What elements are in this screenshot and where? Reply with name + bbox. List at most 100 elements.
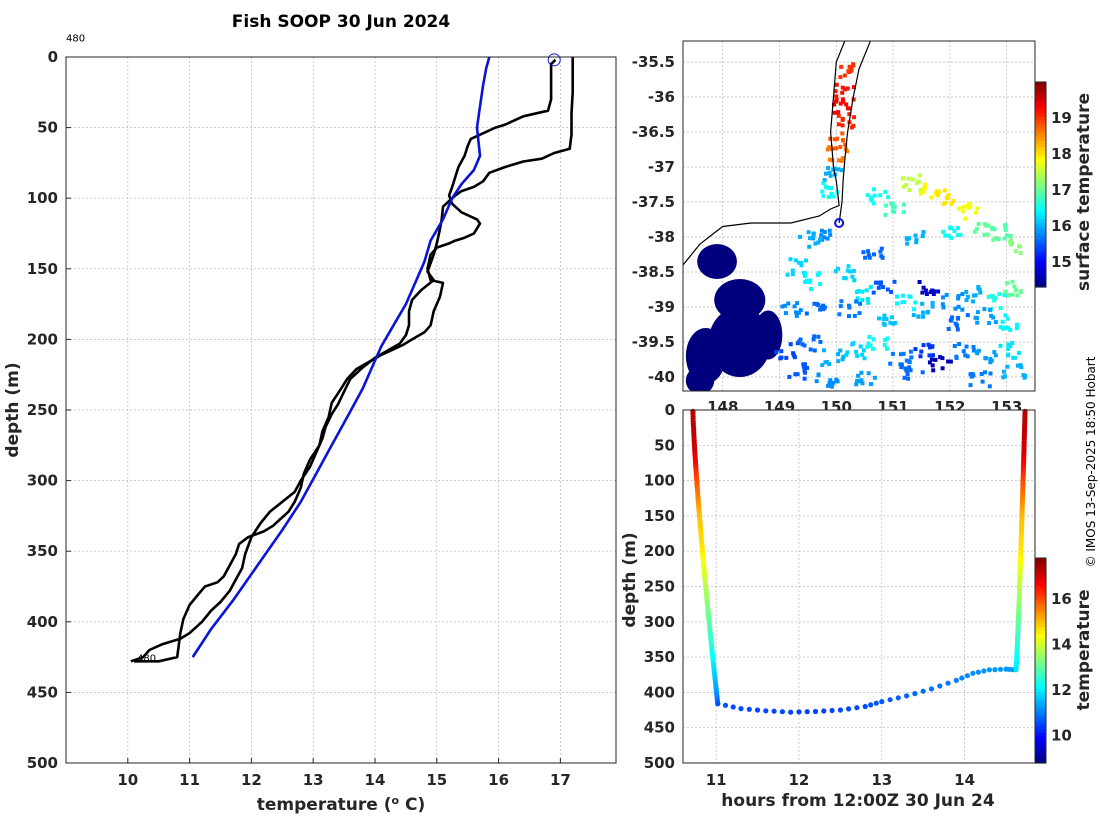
profile-y-tick-label: 200 xyxy=(27,330,58,348)
map-sst-pixel xyxy=(788,342,793,347)
map-sst-pixel xyxy=(976,285,981,289)
map-sst-pixel xyxy=(998,343,1003,348)
colorbar-segment xyxy=(1035,102,1046,107)
map-sst-pixel xyxy=(990,225,995,230)
colorbar-segment xyxy=(1035,633,1046,638)
map-sst-pixels xyxy=(774,62,1027,389)
map-sst-pixel xyxy=(829,191,834,196)
colorbar-segment xyxy=(1035,670,1046,675)
map-sst-pixel xyxy=(956,294,961,299)
map-sst-pixel xyxy=(946,233,951,238)
section-x-label: hours from 12:00Z 30 Jun 24 xyxy=(721,791,995,811)
map-sst-pixel xyxy=(807,244,812,249)
map-sst-pixel xyxy=(816,303,821,308)
colorbar-segment xyxy=(1035,704,1046,709)
map-sst-pixel xyxy=(808,278,813,283)
profile-x-tick-label: 17 xyxy=(550,771,571,789)
map-sst-pixel xyxy=(929,357,934,362)
map-sst-pixel xyxy=(917,280,922,284)
map-sst-pixel xyxy=(851,341,856,346)
section-y-tick-label: 300 xyxy=(644,613,675,631)
map-sst-pixel xyxy=(836,110,841,115)
map-sst-pixel xyxy=(843,142,848,147)
map-sst-pixel xyxy=(983,222,987,227)
map-sst-pixel xyxy=(971,348,976,353)
map-sst-pixel xyxy=(836,167,841,172)
section-point xyxy=(981,668,987,674)
colorbar-segment xyxy=(1035,92,1046,97)
section-point xyxy=(771,708,777,714)
map-sst-pixel xyxy=(860,289,865,294)
map-sst-pixel xyxy=(826,166,831,170)
map-sst-pixel xyxy=(976,222,981,226)
map-sst-pixel xyxy=(862,356,867,361)
map-sst-pixel xyxy=(889,290,894,294)
map-sst-pixel xyxy=(943,233,948,238)
map-sst-pixel xyxy=(823,184,828,189)
colorbar-segment xyxy=(1035,592,1046,597)
map-sst-pixel xyxy=(975,320,980,325)
map-sst-pixel xyxy=(819,228,824,233)
map-sst-pixel xyxy=(820,363,825,367)
map-sst-pixel xyxy=(955,327,960,332)
colorbar-segment xyxy=(1035,181,1046,186)
map-sst-pixel xyxy=(929,195,934,200)
map-sst-pixel xyxy=(825,236,830,241)
colorbar-segment xyxy=(1035,109,1046,114)
map-sst-pixel xyxy=(821,348,826,353)
map-sst-pixel xyxy=(801,364,806,369)
map-sst-pixel xyxy=(963,353,968,358)
map-sst-pixel xyxy=(948,359,953,364)
map-sst-pixel xyxy=(858,344,863,349)
map-sst-pixel xyxy=(904,183,909,187)
map-sst-pixel xyxy=(886,195,891,200)
map-sst-pixel xyxy=(843,276,848,281)
profile-x-tick-label: 11 xyxy=(179,771,200,789)
map-sst-pixel xyxy=(844,102,849,107)
map-sst-pixel xyxy=(827,228,832,233)
map-sst-pixel xyxy=(830,158,835,163)
map-sst-pixel xyxy=(964,298,969,303)
map-lat-tick-label: -37 xyxy=(648,158,675,176)
map-sst-pixel xyxy=(988,307,993,312)
colorbar-segment xyxy=(1035,205,1046,209)
profile-grid xyxy=(66,56,616,764)
map-sst-pixel xyxy=(878,282,883,286)
map-sst-pixel xyxy=(913,233,918,238)
colorbar-segment xyxy=(1035,749,1046,754)
map-sst-pixel xyxy=(840,117,845,121)
map-sst-pixel xyxy=(871,290,876,295)
map-sst-pixel xyxy=(948,225,953,230)
colorbar-segment xyxy=(1035,170,1046,175)
map-sst-pixel xyxy=(841,354,846,359)
map-sst-pixel xyxy=(783,311,788,316)
profile-y-tick-label: 250 xyxy=(27,401,58,419)
map-lat-tick-label: -40 xyxy=(648,368,675,386)
map-sst-pixel xyxy=(992,350,997,355)
section-point xyxy=(715,701,721,707)
map-sst-pixel xyxy=(819,233,824,238)
map-sst-pixel xyxy=(907,359,912,364)
map-sst-pixel xyxy=(848,269,853,274)
map-sst-pixel xyxy=(851,63,856,68)
colorbar-segment xyxy=(1035,619,1046,624)
section-point xyxy=(992,667,998,673)
map-sst-pixel xyxy=(920,234,925,239)
map-sst-pixel xyxy=(802,271,807,276)
map-sst-pixel xyxy=(899,362,904,367)
map-sst-pixel xyxy=(863,255,868,260)
map-sst-pixel xyxy=(989,294,993,299)
colorbar-tick-label: 10 xyxy=(1051,727,1072,745)
map-sst-pixel xyxy=(907,365,912,370)
map-track-marker xyxy=(834,218,845,228)
map-sst-pixel xyxy=(838,304,843,309)
map-sst-pixel xyxy=(854,290,859,294)
map-sst-pixel xyxy=(852,85,856,89)
map-sst-pixel xyxy=(839,158,844,163)
map-sst-pixel xyxy=(966,294,970,299)
map-sst-pixel xyxy=(837,158,842,163)
map-sst-pixel xyxy=(935,193,940,198)
map-sst-pixel xyxy=(850,274,855,279)
map-sst-pixel xyxy=(793,258,798,263)
section-points xyxy=(690,408,1028,715)
